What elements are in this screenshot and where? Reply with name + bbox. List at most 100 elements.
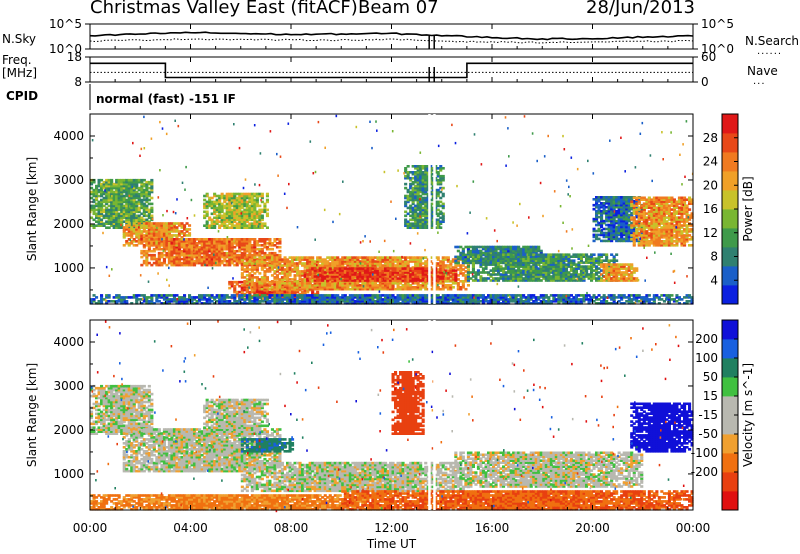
echo-cell [190, 240, 194, 243]
echo-cell [145, 263, 149, 267]
echo-cell [218, 240, 222, 243]
echo-cell [162, 259, 166, 263]
echo-cell [233, 242, 237, 245]
echo-cell [100, 204, 104, 208]
echo-cell [150, 249, 154, 253]
echo-cell [125, 194, 129, 198]
echo-cell [122, 208, 126, 212]
echo-cell [107, 220, 111, 223]
echo-cell [193, 261, 197, 265]
echo-cell [145, 218, 149, 222]
echo-cell [248, 245, 252, 249]
echo-cell [142, 198, 146, 202]
echo-cell [115, 202, 119, 206]
echo-cell [167, 259, 171, 263]
echo-cell [195, 251, 199, 255]
echo-cell [115, 178, 119, 182]
echo-cell [140, 186, 144, 190]
echo-cell [238, 244, 242, 247]
echo-cell [92, 194, 96, 198]
echo-cell [265, 208, 269, 212]
echo-cell [137, 208, 141, 212]
echo-cell [147, 245, 151, 249]
echo-cell [150, 244, 154, 247]
echo-cell [135, 216, 139, 220]
echo-cell [170, 247, 174, 251]
echo-cell [132, 198, 136, 202]
echo-cell [172, 255, 176, 259]
echo-cell [170, 238, 174, 241]
echo-cell [117, 182, 121, 186]
echo-cell [165, 222, 169, 225]
echo-cell [208, 247, 212, 251]
echo-cell [188, 238, 192, 241]
power-heatmap [90, 114, 694, 305]
echo-cell [105, 202, 109, 206]
echo-cell [145, 220, 149, 223]
echo-cell [436, 256, 440, 259]
echo-cell [145, 226, 149, 229]
echo-cell [157, 247, 161, 251]
echo-cell [167, 224, 171, 227]
echo-cell [145, 210, 149, 214]
echo-cell [132, 228, 136, 231]
echo-cell [243, 251, 247, 255]
echo-cell [90, 216, 94, 220]
echo-cell [130, 214, 134, 218]
echo-cell [193, 244, 197, 247]
echo-cell [165, 245, 169, 249]
echo-cell [107, 226, 111, 229]
echo-cell [132, 232, 136, 235]
echo-cell [162, 249, 166, 253]
echo-cell [147, 232, 151, 235]
echo-cell [162, 222, 166, 225]
echo-cell [110, 178, 114, 182]
echo-cell [137, 192, 141, 196]
echo-cell [90, 196, 94, 200]
echo-cell [188, 261, 192, 265]
echo-cell [250, 244, 254, 247]
echo-cell [137, 238, 141, 241]
echo-cell [200, 240, 204, 243]
echo-cell [127, 242, 131, 245]
echo-cell [137, 178, 141, 182]
echo-cell [105, 206, 109, 210]
echo-cell [127, 202, 131, 206]
echo-cell [137, 186, 141, 190]
echo-cell [142, 230, 146, 233]
echo-cell [188, 245, 192, 249]
echo-cell [268, 238, 272, 241]
echo-cell [117, 194, 121, 198]
echo-cell [155, 245, 159, 249]
echo-cell [110, 206, 114, 210]
echo-cell [250, 257, 254, 261]
echo-cell [147, 222, 151, 225]
echo-cell [172, 234, 176, 237]
echo-cell [100, 190, 104, 194]
echo-cell [205, 242, 209, 245]
echo-cell [112, 182, 116, 186]
echo-cell [97, 190, 101, 194]
echo-cell [170, 242, 174, 245]
echo-cell [228, 244, 232, 247]
echo-cell [130, 204, 134, 208]
echo-cell [137, 218, 141, 222]
echo-cell [132, 238, 136, 241]
echo-cell [112, 216, 116, 220]
echo-cell [253, 256, 257, 259]
echo-cell [117, 206, 121, 210]
echo-cell [190, 255, 194, 259]
echo-cell [160, 255, 164, 259]
echo-cell [132, 196, 136, 200]
echo-cell [188, 263, 192, 267]
echo-cell [140, 178, 144, 182]
echo-cell [167, 249, 171, 253]
echo-cell [142, 222, 146, 225]
echo-cell [105, 186, 109, 190]
echo-cell [125, 192, 129, 196]
echo-cell [165, 253, 169, 257]
echo-cell [218, 255, 222, 259]
echo-cell [147, 198, 151, 202]
echo-cell [195, 261, 199, 265]
echo-cell [615, 259, 619, 262]
